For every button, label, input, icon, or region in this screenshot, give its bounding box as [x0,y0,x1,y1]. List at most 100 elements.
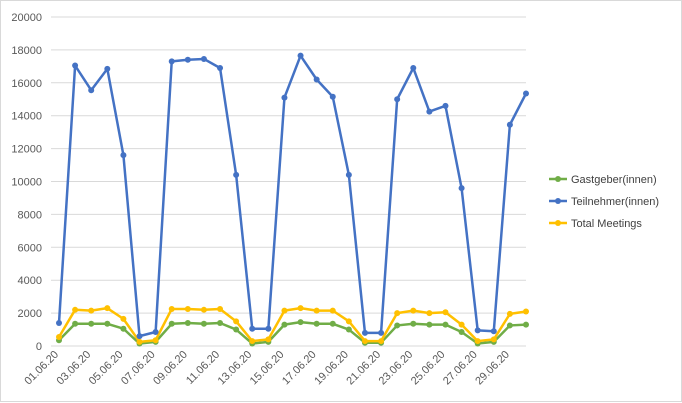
y-tick-label: 0 [36,341,42,353]
data-point [345,326,352,333]
data-point [458,329,465,336]
data-point [506,322,513,329]
data-point [474,327,481,334]
data-point [490,336,497,343]
series-line-teilnehmer-innen [57,54,528,338]
data-point [88,307,95,314]
data-point [136,333,143,340]
data-point [394,96,401,103]
data-point [442,309,449,316]
series-teilnehmer-innen [56,52,529,340]
data-point [297,52,304,59]
data-point [56,319,62,326]
x-tick-label: 01.06.20 [22,349,61,388]
y-tick-label: 12000 [11,144,42,156]
data-point [313,76,320,83]
data-point [506,121,513,128]
data-point [265,336,272,343]
data-point [233,326,240,333]
legend-label: Total Meetings [571,218,642,230]
y-tick-label: 10000 [11,177,42,189]
data-point [136,338,143,345]
x-tick-label: 13.06.20 [216,349,255,388]
x-tick-label: 19.06.20 [312,349,351,388]
y-tick-label: 20000 [11,12,42,24]
data-point [329,320,336,327]
data-point [168,305,175,312]
data-point [378,338,385,345]
y-tick-label: 14000 [11,111,42,123]
data-point [217,305,224,312]
data-point [297,319,304,326]
x-tick-label: 21.06.20 [344,349,383,388]
data-point [361,329,368,336]
data-point [120,152,127,159]
data-point [56,333,62,340]
series-total-meetings [56,305,529,345]
data-point [329,93,336,100]
data-point [104,305,111,312]
legend-label: Gastgeber(innen) [571,174,657,186]
legend-item-gastgeber-innen: Gastgeber(innen) [549,174,657,186]
data-point [104,320,111,327]
data-point [88,320,95,327]
y-tick-label: 6000 [18,242,42,254]
series-line-total-meetings [57,306,528,344]
data-point [410,320,417,327]
x-tick-label: 15.06.20 [248,349,287,388]
data-point [426,321,433,328]
legend-label: Teilnehmer(innen) [571,196,659,208]
data-point [120,315,127,322]
data-point [410,307,417,314]
data-point [506,310,513,317]
legend: Gastgeber(innen) Teilnehmer(innen) Total M… [549,174,659,230]
legend-item-total-meetings: Total Meetings [549,218,642,230]
data-point [345,318,352,325]
data-point [184,305,191,312]
data-point [120,325,127,332]
legend-item-teilnehmer-innen: Teilnehmer(innen) [549,196,659,208]
legend-swatch-marker [555,220,561,226]
data-point [168,58,175,65]
legend-swatch-marker [555,198,561,204]
data-point [72,306,79,313]
y-tick-label: 2000 [18,308,42,320]
series-layer [56,52,529,347]
legend-swatch-marker [555,176,561,182]
data-point [104,65,111,72]
data-point [168,320,175,327]
data-point [458,321,465,328]
x-tick-label: 03.06.20 [55,349,94,388]
gridlines [51,16,526,347]
x-tick-label: 23.06.20 [377,349,416,388]
data-point [184,56,191,63]
data-point [394,310,401,317]
data-point [281,321,288,328]
data-point [249,325,256,332]
y-tick-label: 4000 [18,275,42,287]
x-tick-label: 05.06.20 [87,349,126,388]
x-tick-label: 29.06.20 [473,349,512,388]
data-point [265,325,272,332]
data-point [345,171,352,178]
data-point [394,322,401,329]
data-point [426,108,433,115]
data-point [249,338,256,345]
x-tick-label: 09.06.20 [151,349,190,388]
data-point [426,310,433,317]
data-point [523,308,529,315]
x-tick-label: 27.06.20 [441,349,480,388]
data-point [152,337,159,344]
data-point [88,87,95,94]
data-point [523,321,529,328]
data-point [72,62,79,69]
data-point [152,329,159,336]
data-point [281,307,288,314]
data-point [458,185,465,192]
data-point [361,338,368,345]
data-point [233,318,240,325]
x-tick-label: 17.06.20 [280,349,319,388]
x-tick-label: 07.06.20 [119,349,158,388]
data-point [474,338,481,345]
